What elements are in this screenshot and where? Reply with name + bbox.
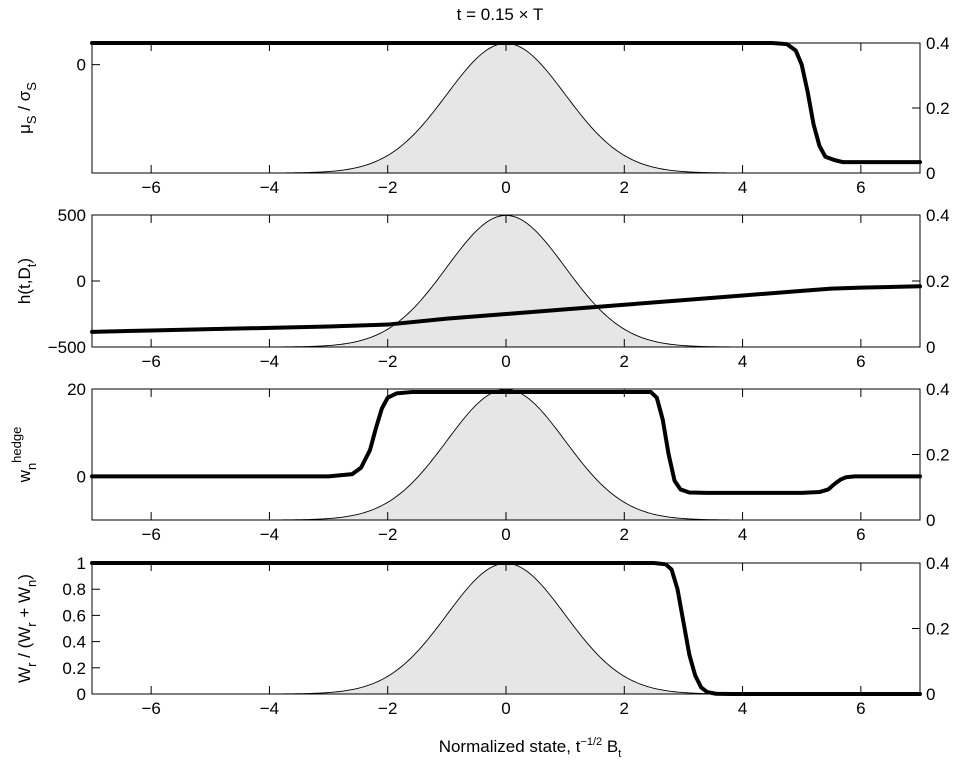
y-tick-label-left: 0.2 — [62, 659, 86, 678]
x-tick-label: −4 — [260, 178, 279, 197]
x-tick-label: 2 — [620, 352, 629, 371]
y-tick-label-left: 0 — [77, 467, 86, 486]
x-tick-label: −2 — [378, 699, 397, 718]
y-tick-label-left: 0.4 — [62, 633, 86, 652]
y-tick-label-left: 0 — [77, 685, 86, 704]
x-tick-label: 0 — [501, 699, 510, 718]
x-axis-label: Normalized state, t−1/2 Bt — [439, 736, 622, 760]
x-tick-label: 0 — [501, 178, 510, 197]
x-tick-label: −2 — [378, 178, 397, 197]
y-tick-label-left: 0.6 — [62, 606, 86, 625]
series-line-1 — [90, 41, 922, 165]
x-tick-label: −2 — [378, 352, 397, 371]
x-tick-label: 4 — [738, 352, 747, 371]
x-tick-label: 6 — [856, 178, 865, 197]
density-area — [92, 42, 920, 174]
y-tick-label-right: 0.4 — [926, 380, 950, 399]
x-tick-label: −6 — [141, 352, 160, 371]
y-axis-label: μS / σS — [15, 82, 39, 134]
y-tick-label-right: 0.2 — [926, 620, 950, 639]
x-tick-label: 2 — [620, 699, 629, 718]
y-axis-label: wnhedge — [9, 427, 39, 484]
y-tick-label-right: 0 — [926, 338, 935, 357]
x-tick-label: 2 — [620, 525, 629, 544]
x-tick-label: −2 — [378, 525, 397, 544]
y-tick-label-left: 500 — [58, 206, 86, 225]
panel-3: −6 −4 −2 0 2 4 6 0 20 0 0.2 0.4 wnhedge — [9, 380, 950, 544]
y-tick-label-right: 0 — [926, 164, 935, 183]
x-tick-label: 6 — [856, 699, 865, 718]
y-tick-label-left: 1 — [77, 554, 86, 573]
panel-1: −6 −4 −2 0 2 4 6 0 0 0.2 0.4 μS / σS — [15, 34, 950, 197]
y-tick-label-right: 0.4 — [926, 34, 950, 53]
panel-4: −6 −4 −2 0 2 4 6 0 0.2 0.4 0.6 0.8 1 0 0.2 0.4 Wr / (Wr … — [15, 554, 950, 718]
x-tick-label: −4 — [260, 525, 279, 544]
x-tick-label: 4 — [738, 178, 747, 197]
y-tick-label-right: 0.4 — [926, 554, 950, 573]
x-tick-label: −4 — [260, 699, 279, 718]
x-tick-label: 0 — [501, 525, 510, 544]
y-tick-label-right: 0.2 — [926, 99, 950, 118]
panel-2: −6 −4 −2 0 2 4 6 −500 0 500 0 0.2 0.4 h(t,Dt) — [15, 206, 950, 371]
x-tick-label: 6 — [856, 352, 865, 371]
y-axis-label: Wr / (Wr + Wn) — [15, 574, 39, 683]
y-tick-label-left: 0 — [77, 56, 86, 75]
series-line-1 — [90, 390, 922, 495]
y-tick-label-left: −500 — [48, 338, 86, 357]
x-tick-label: 4 — [738, 699, 747, 718]
x-tick-label: −6 — [141, 699, 160, 718]
y-tick-label-left: 0 — [77, 272, 86, 291]
density-area — [92, 388, 920, 521]
y-tick-label-left: 20 — [67, 380, 86, 399]
x-tick-label: 2 — [620, 178, 629, 197]
x-tick-label: −6 — [141, 525, 160, 544]
y-tick-label-right: 0 — [926, 511, 935, 530]
y-tick-label-right: 0 — [926, 685, 935, 704]
y-tick-label-right: 0.2 — [926, 446, 950, 465]
x-tick-label: 4 — [738, 525, 747, 544]
y-tick-label-right: 0.2 — [926, 272, 950, 291]
x-tick-label: 6 — [856, 525, 865, 544]
y-tick-label-left: 0.8 — [62, 580, 86, 599]
figure-title: t = 0.15 × T — [457, 5, 544, 24]
x-tick-label: 0 — [501, 352, 510, 371]
density-area — [92, 562, 920, 695]
x-tick-label: −6 — [141, 178, 160, 197]
y-tick-label-right: 0.4 — [926, 206, 950, 225]
y-axis-label: h(t,Dt) — [15, 258, 39, 304]
x-tick-label: −4 — [260, 352, 279, 371]
panels: −6 −4 −2 0 2 4 6 0 0 0.2 0.4 μS / σS −6 −4 −2 0 2 4 6 −500 0… — [9, 34, 950, 718]
series-line-1 — [90, 284, 922, 334]
